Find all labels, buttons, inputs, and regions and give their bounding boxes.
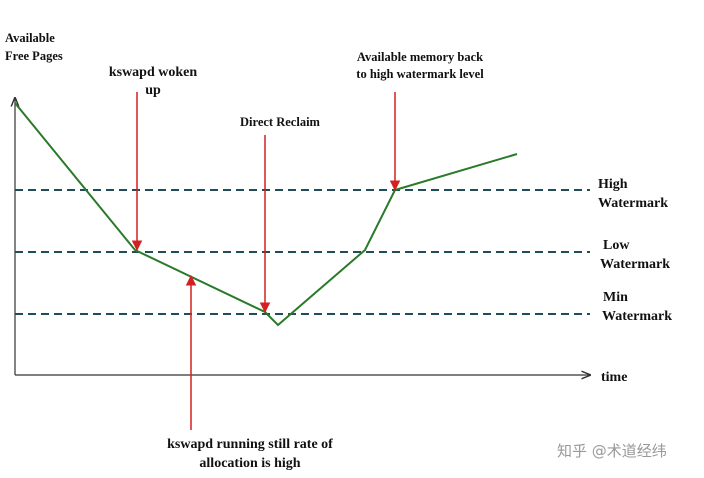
annotation: up [145,83,161,98]
watermark-label: Watermark [598,196,668,211]
y-axis-label: Free Pages [5,49,63,63]
annotation: Available memory back [357,50,483,64]
annotation: to high watermark level [356,67,484,81]
x-axis-label: time [601,370,627,385]
annotation: Direct Reclaim [240,115,321,129]
annotation: kswapd running still rate of [167,437,333,452]
annotation: kswapd woken [109,65,198,80]
free-pages-line [14,102,518,327]
watermark-label: Min [603,290,628,305]
annotation: allocation is high [199,456,300,471]
watermark-credit: 知乎 @术道经纬 [557,442,667,460]
watermark-label: High [598,177,628,192]
watermark-label: Watermark [602,309,672,324]
y-axis-label: Available [5,31,55,45]
watermark-label: Watermark [600,257,670,272]
watermark-label: Low [603,238,630,253]
